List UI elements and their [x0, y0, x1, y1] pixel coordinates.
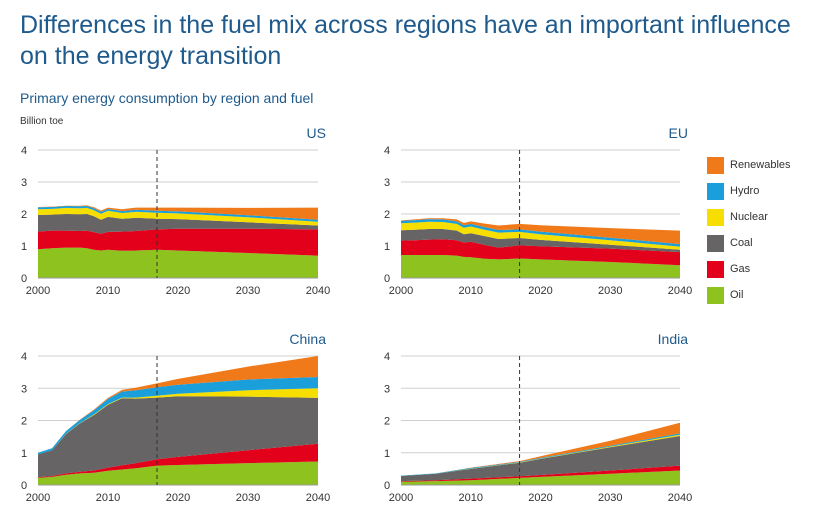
- unit-label: Billion toe: [20, 116, 64, 127]
- legend-item-gas: Gas: [707, 256, 791, 282]
- chart-title-eu: EU: [669, 125, 688, 141]
- y-tick-label: 2: [21, 416, 27, 428]
- area-us-hydro: [38, 206, 318, 222]
- x-tick-label: 2040: [668, 492, 692, 504]
- x-tick-label: 2000: [26, 492, 50, 504]
- y-tick-label: 4: [384, 145, 390, 157]
- legend-swatch-coal: [707, 234, 724, 252]
- y-tick-label: 3: [384, 177, 390, 189]
- area-eu-hydro: [401, 219, 680, 247]
- chart-title-us: US: [307, 125, 326, 141]
- x-tick-label: 2030: [598, 285, 622, 297]
- x-tick-label: 2040: [306, 492, 330, 504]
- area-us-coal: [38, 214, 318, 234]
- x-tick-label: 2000: [26, 285, 50, 297]
- y-tick-label: 2: [21, 209, 27, 221]
- x-tick-label: 2000: [389, 285, 413, 297]
- y-tick-label: 2: [384, 209, 390, 221]
- area-eu-gas: [401, 239, 680, 266]
- x-tick-label: 2020: [166, 492, 190, 504]
- x-tick-label: 2030: [236, 492, 260, 504]
- y-tick-label: 4: [21, 351, 27, 363]
- y-tick-label: 1: [384, 241, 390, 253]
- x-tick-label: 2020: [528, 285, 552, 297]
- y-tick-label: 0: [384, 480, 390, 492]
- x-tick-label: 2020: [528, 492, 552, 504]
- x-tick-label: 2010: [459, 285, 483, 297]
- x-tick-label: 2030: [598, 492, 622, 504]
- legend-label-gas: Gas: [730, 263, 751, 275]
- legend-item-nuclear: Nuclear: [707, 204, 791, 230]
- area-china-nuclear: [38, 388, 318, 455]
- x-tick-label: 2040: [668, 285, 692, 297]
- y-tick-label: 2: [384, 416, 390, 428]
- area-us-gas: [38, 228, 318, 256]
- area-india-oil: [401, 470, 680, 485]
- area-eu-coal: [401, 229, 680, 253]
- area-india-coal: [401, 436, 680, 482]
- y-tick-label: 1: [21, 448, 27, 460]
- area-eu-oil: [401, 255, 680, 278]
- legend-swatch-gas: [707, 260, 724, 278]
- y-tick-label: 3: [384, 383, 390, 395]
- area-us-nuclear: [38, 207, 318, 226]
- x-tick-label: 2030: [236, 285, 260, 297]
- legend-item-renewables: Renewables: [707, 152, 791, 178]
- legend-item-hydro: Hydro: [707, 178, 791, 204]
- y-tick-label: 0: [384, 273, 390, 285]
- area-us-oil: [38, 247, 318, 278]
- area-china-renewables: [38, 356, 318, 453]
- chart-eu: 0 1 2 3 4 2000 2010 2020 2030 2040 EU: [384, 125, 692, 297]
- legend-label-nuclear: Nuclear: [730, 211, 768, 223]
- legend-label-coal: Coal: [730, 237, 753, 249]
- area-china-coal: [38, 396, 318, 478]
- legend-swatch-renewables: [707, 156, 724, 174]
- legend-item-oil: Oil: [707, 282, 791, 308]
- area-china-hydro: [38, 377, 318, 455]
- x-tick-label: 2010: [459, 492, 483, 504]
- x-tick-label: 2040: [306, 285, 330, 297]
- chart-title-india: India: [658, 331, 689, 347]
- y-tick-label: 4: [21, 145, 27, 157]
- x-tick-label: 2010: [96, 285, 120, 297]
- chart-title-china: China: [289, 331, 326, 347]
- area-eu-nuclear: [401, 221, 680, 250]
- x-tick-label: 2020: [166, 285, 190, 297]
- chart-india: 0 1 2 3 4 2000 2010 2020 2030 2040 India: [384, 331, 692, 504]
- legend: Renewables Hydro Nuclear Coal Gas Oil: [707, 152, 791, 308]
- y-tick-label: 0: [21, 480, 27, 492]
- legend-swatch-nuclear: [707, 208, 724, 226]
- chart-subtitle: Primary energy consumption by region and…: [20, 90, 314, 106]
- chart-us: 0 1 2 3 4 2000 2010 2020 2030 2040 US: [21, 125, 330, 297]
- legend-swatch-oil: [707, 286, 724, 304]
- x-tick-label: 2000: [389, 492, 413, 504]
- area-china-gas: [38, 443, 318, 478]
- area-us-renewables: [38, 205, 318, 220]
- legend-item-coal: Coal: [707, 230, 791, 256]
- y-tick-label: 0: [21, 273, 27, 285]
- y-tick-label: 4: [384, 351, 390, 363]
- area-eu-renewables: [401, 218, 680, 245]
- chart-china: 0 1 2 3 4 2000 2010 2020 2030 2040 China: [21, 331, 330, 504]
- page-title: Differences in the fuel mix across regio…: [20, 11, 791, 70]
- area-china-oil: [38, 461, 318, 485]
- y-tick-label: 1: [21, 241, 27, 253]
- legend-label-oil: Oil: [730, 289, 744, 301]
- y-tick-label: 3: [21, 177, 27, 189]
- legend-swatch-hydro: [707, 182, 724, 200]
- legend-label-renewables: Renewables: [730, 159, 791, 171]
- x-tick-label: 2010: [96, 492, 120, 504]
- y-tick-label: 1: [384, 448, 390, 460]
- legend-label-hydro: Hydro: [730, 185, 760, 197]
- y-tick-label: 3: [21, 383, 27, 395]
